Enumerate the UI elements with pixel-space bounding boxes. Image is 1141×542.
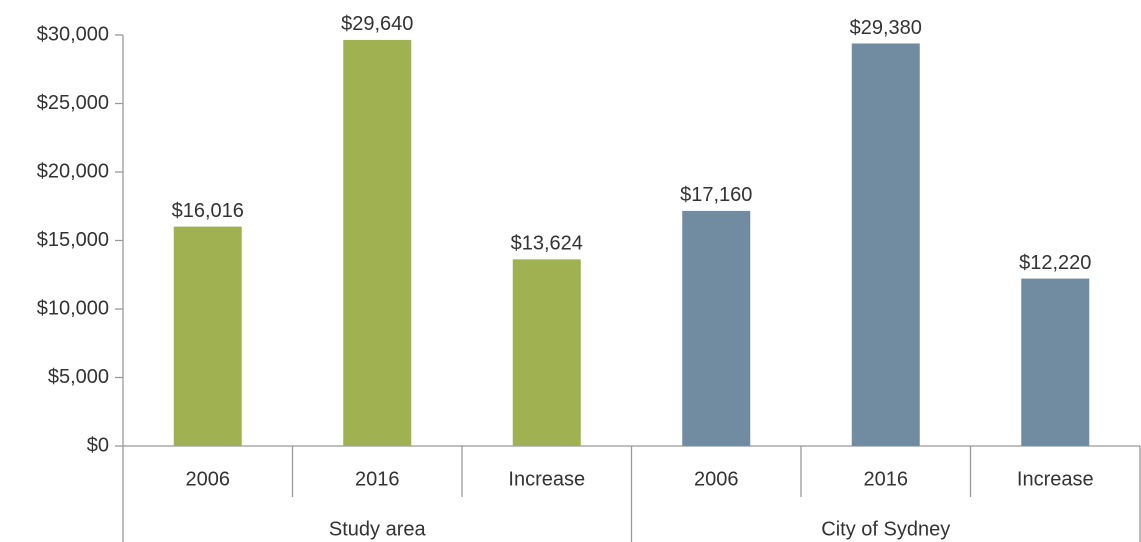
bar	[343, 39, 412, 446]
x-tick-label: 2006	[186, 468, 231, 490]
y-tick-label: $20,000	[37, 160, 109, 182]
value-label: $12,220	[1019, 252, 1091, 274]
x-tick-label: 2006	[694, 468, 739, 490]
x-tick-label: Increase	[1017, 468, 1094, 490]
x-tick-label: Increase	[508, 468, 585, 490]
value-label: $13,624	[511, 233, 583, 255]
y-tick-label: $30,000	[37, 23, 109, 45]
bar	[682, 210, 751, 446]
value-label: $29,640	[341, 13, 413, 35]
group-label: City of Sydney	[821, 518, 950, 540]
value-label: $16,016	[172, 200, 244, 222]
bar	[1021, 278, 1090, 446]
x-tick-label: 2016	[864, 468, 909, 490]
y-tick-label: $0	[87, 434, 109, 456]
y-tick-label: $15,000	[37, 229, 109, 251]
bar	[173, 226, 242, 446]
y-tick-label: $5,000	[48, 366, 109, 388]
bar	[851, 43, 920, 447]
y-tick-label: $25,000	[37, 92, 109, 114]
y-tick-label: $10,000	[37, 297, 109, 319]
x-tick-label: 2016	[355, 468, 400, 490]
value-label: $29,380	[850, 17, 922, 39]
group-label: Study area	[329, 518, 427, 540]
value-label: $17,160	[680, 184, 752, 206]
bar	[512, 259, 581, 446]
